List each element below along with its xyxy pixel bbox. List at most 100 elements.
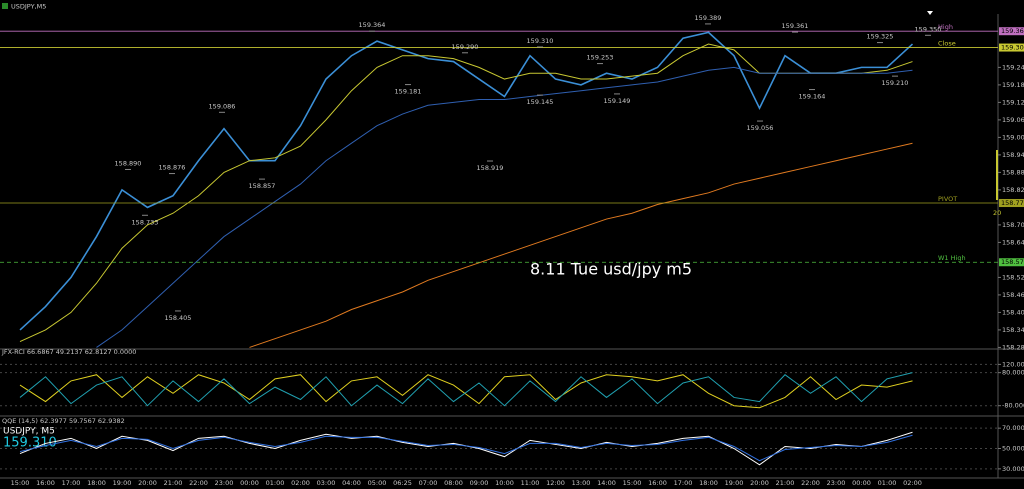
x-tick-label: 20:00 [138,479,157,487]
level-value: 159.308 [1001,44,1024,52]
x-tick-label: 16:00 [648,479,667,487]
x-tick-label: 00:00 [240,479,259,487]
x-tick-label: 03:00 [317,479,336,487]
level-name: High [938,23,953,31]
y-tick-label: 159.000 [1002,133,1024,141]
price-label: 159.325 [867,33,894,41]
price-label: 159.056 [747,124,774,132]
price-label: 159.310 [527,37,554,45]
y-tick-label: 80.0000 [1002,369,1024,377]
x-tick-label: 17:00 [62,479,81,487]
y-tick-label: 70.0000 [1002,424,1024,432]
x-tick-label: 11:00 [521,479,540,487]
y-tick-label: 158.340 [1002,326,1024,334]
price-label: 158.405 [165,314,192,322]
y-tick-label: 158.880 [1002,168,1024,176]
price-label: 159.164 [799,93,826,101]
x-tick-label: 08:00 [444,479,463,487]
price-label: 159.086 [209,102,236,110]
price-label: 159.364 [359,21,386,29]
x-tick-label: 15:00 [623,479,642,487]
legend-price: 159.310 [3,436,57,451]
x-tick-label: 12:00 [546,479,565,487]
x-tick-label: 20:00 [750,479,769,487]
level-value: 158.775 [1001,199,1024,207]
y-tick-label: 50.0000 [1002,445,1024,453]
x-tick-label: 23:00 [827,479,846,487]
x-tick-label: 19:00 [113,479,132,487]
price-label: 159.210 [882,79,909,87]
x-tick-label: 02:00 [291,479,310,487]
shift-marker [927,11,933,15]
price-label: 159.145 [527,98,554,106]
price-label: 158.857 [249,182,276,190]
x-tick-label: 21:00 [164,479,183,487]
x-tick-label: 23:00 [215,479,234,487]
x-tick-label: 05:00 [368,479,387,487]
series-line [19,434,913,462]
price-label: 158.876 [159,164,186,172]
x-tick-label: 19:00 [725,479,744,487]
level-box [999,199,1024,208]
level-name: PIVOT [938,195,957,203]
level-box [999,27,1024,36]
x-tick-label: 07:00 [419,479,438,487]
level-value: 158.572 [1001,258,1024,266]
series-line [19,372,913,407]
y-tick-label: 120.0000 [1002,360,1024,368]
x-tick-label: 16:00 [36,479,55,487]
series-line [96,66,913,348]
y-tick-label: 158.820 [1002,186,1024,194]
x-tick-label: 18:00 [87,479,106,487]
price-label: 159.181 [395,88,422,96]
x-tick-label: 15:00 [11,479,30,487]
price-label: 159.149 [604,97,631,105]
legend-symbol: USDJPY, M5 [3,427,55,437]
level-name: W1 High [938,254,966,262]
x-tick-label: 14:00 [597,479,616,487]
y-tick-label: 159.06 [1002,116,1024,124]
x-tick-label: 17:00 [674,479,693,487]
x-tick-label: 06:25 [393,479,412,487]
y-tick-label: 159.12 [1002,98,1024,106]
x-tick-label: 13:00 [572,479,591,487]
y-tick-label: 158.460 [1002,291,1024,299]
level-box [999,258,1024,267]
y-tick-label: 159.24 [1002,63,1024,71]
price-label: 159.290 [452,43,479,51]
y-tick-label: 158.640 [1002,238,1024,246]
qqe-header: QQE (14,5) 62.3977 59.7567 62.9382 [2,417,125,425]
level-name: Close [938,40,956,48]
price-label: 159.389 [695,14,722,22]
y-tick-label: 158.520 [1002,273,1024,281]
y-tick-label: -80.0000 [1002,402,1024,410]
price-label: 158.733 [132,218,159,226]
series-line [19,374,913,409]
series-line [249,142,913,348]
x-tick-label: 04:00 [342,479,361,487]
x-tick-label: 02:00 [903,479,922,487]
x-tick-label: 18:00 [699,479,718,487]
x-tick-label: 10:00 [495,479,514,487]
x-tick-label: 01:00 [266,479,285,487]
y-tick-label: 30.0000 [1002,465,1024,473]
x-tick-label: 21:00 [776,479,795,487]
x-tick-label: 00:00 [852,479,871,487]
price-label: 158.890 [115,159,142,167]
level-value: 159.364 [1001,27,1024,35]
y-tick-label: 158.940 [1002,151,1024,159]
symbol-icon [2,3,8,9]
x-tick-label: 01:00 [878,479,897,487]
y-tick-label: 159.18 [1002,81,1024,89]
y-tick-label: 158.400 [1002,308,1024,316]
level-box [999,43,1024,52]
price-label: 159.361 [782,22,809,30]
watermark: 8.11 Tue usd/jpy m5 [530,260,692,279]
y-tick-label: 158.700 [1002,221,1024,229]
y-tick-label: 158.280 [1002,343,1024,351]
price-label: 158.919 [477,164,504,172]
symbol-title: USDJPY,M5 [11,3,46,11]
